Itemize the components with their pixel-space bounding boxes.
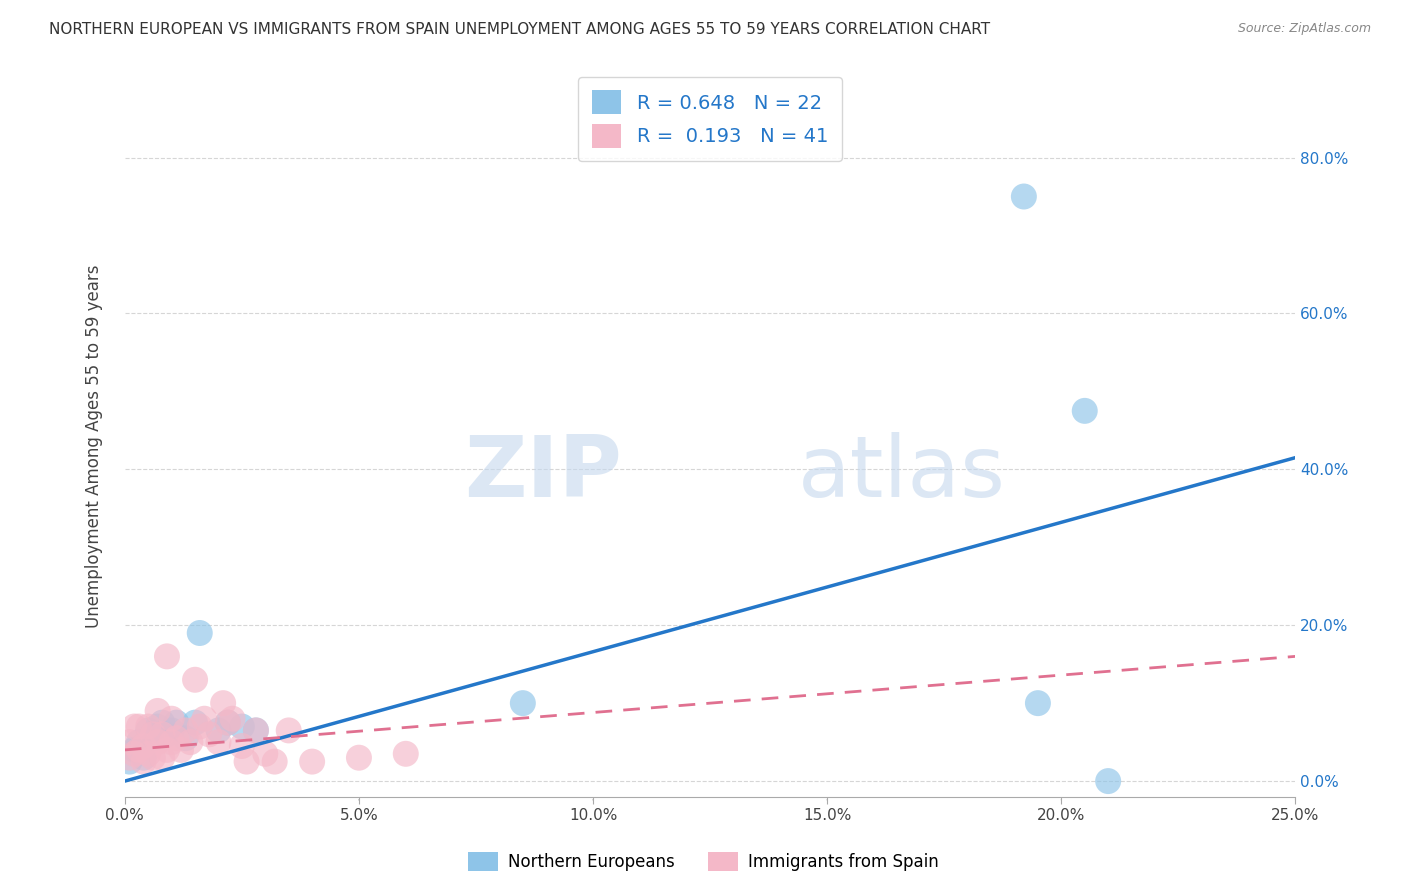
Point [207, 723, 229, 738]
Text: Source: ZipAtlas.com: Source: ZipAtlas.com [1237, 22, 1371, 36]
Point [122, 743, 145, 757]
Point [512, 696, 534, 710]
Point [122, 719, 145, 733]
Legend: Northern Europeans, Immigrants from Spain: Northern Europeans, Immigrants from Spai… [460, 843, 946, 880]
Point [118, 735, 141, 749]
Point [263, 755, 285, 769]
Point [142, 731, 165, 746]
Point [146, 719, 169, 733]
Point [174, 723, 197, 738]
Point [118, 750, 141, 764]
Point [160, 723, 183, 738]
Point [156, 743, 179, 757]
Point [245, 723, 267, 738]
Point [136, 723, 159, 738]
Point [212, 696, 235, 710]
Point [150, 727, 173, 741]
Point [136, 719, 159, 733]
Point [170, 743, 193, 757]
Point [156, 727, 179, 741]
Point [146, 704, 169, 718]
Point [184, 715, 207, 730]
Point [188, 626, 211, 640]
Point [217, 715, 239, 730]
Point [1074, 404, 1097, 418]
Point [128, 743, 150, 757]
Point [254, 747, 277, 761]
Point [347, 750, 370, 764]
Point [184, 673, 207, 687]
Legend: R = 0.648   N = 22, R =  0.193   N = 41: R = 0.648 N = 22, R = 0.193 N = 41 [578, 77, 842, 161]
Point [221, 712, 243, 726]
Point [198, 727, 221, 741]
Point [150, 715, 173, 730]
Text: NORTHERN EUROPEAN VS IMMIGRANTS FROM SPAIN UNEMPLOYMENT AMONG AGES 55 TO 59 YEAR: NORTHERN EUROPEAN VS IMMIGRANTS FROM SPA… [49, 22, 990, 37]
Point [142, 750, 165, 764]
Point [128, 719, 150, 733]
Point [146, 735, 169, 749]
Point [156, 649, 179, 664]
Point [132, 739, 155, 753]
Point [217, 715, 239, 730]
Point [136, 747, 159, 761]
Point [1026, 696, 1049, 710]
Point [160, 712, 183, 726]
Point [132, 750, 155, 764]
Y-axis label: Unemployment Among Ages 55 to 59 years: Unemployment Among Ages 55 to 59 years [86, 264, 103, 628]
Point [245, 723, 267, 738]
Point [142, 727, 165, 741]
Point [132, 755, 155, 769]
Text: atlas: atlas [799, 433, 1005, 516]
Point [207, 735, 229, 749]
Point [165, 715, 187, 730]
Point [193, 712, 215, 726]
Point [118, 755, 141, 769]
Point [128, 735, 150, 749]
Point [188, 719, 211, 733]
Point [174, 731, 197, 746]
Point [277, 723, 299, 738]
Point [160, 735, 183, 749]
Point [395, 747, 418, 761]
Point [301, 755, 323, 769]
Point [235, 755, 257, 769]
Point [165, 731, 187, 746]
Point [1012, 189, 1035, 203]
Point [1097, 774, 1119, 789]
Point [150, 750, 173, 764]
Text: ZIP: ZIP [464, 433, 623, 516]
Point [231, 739, 253, 753]
Point [122, 747, 145, 761]
Point [231, 719, 253, 733]
Point [179, 735, 201, 749]
